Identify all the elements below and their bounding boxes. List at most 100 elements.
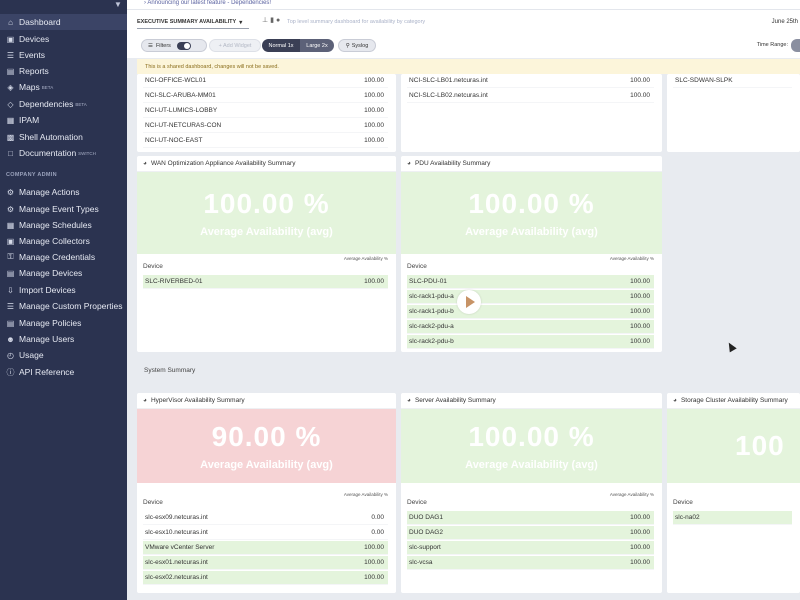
time-range-button[interactable] xyxy=(791,39,800,52)
availability-column-header[interactable]: Average Availability % xyxy=(609,256,654,261)
device-column-header: Device xyxy=(143,499,163,506)
sidebar-item-label: Shell Automation xyxy=(19,132,83,142)
dashboard-description: Top level summary dashboard for availabi… xyxy=(287,19,426,25)
sidebar-item-ipam[interactable]: ▦ IPAM xyxy=(0,112,127,128)
sidebar-item-manage-actions[interactable]: ⚙ Manage Actions xyxy=(0,184,127,200)
play-video-button[interactable] xyxy=(457,290,481,314)
events-icon: ☰ xyxy=(6,50,15,60)
sidebar-item-label: Maps xyxy=(19,82,40,92)
availability-value: 0.00 xyxy=(371,529,384,536)
sidebar-item-reports[interactable]: ▤ Reports xyxy=(0,63,127,79)
sidebar-item-label: Manage Collectors xyxy=(19,236,90,246)
announcement-link[interactable]: › Announcing our latest feature - Depend… xyxy=(144,0,272,6)
table-header: Device Average Availability % xyxy=(407,256,654,270)
sidebar-item-import-devices[interactable]: ⇩ Import Devices xyxy=(0,282,127,298)
availability-value: 100.00 xyxy=(364,92,384,99)
availability-big-value: 100.00 % xyxy=(203,188,330,219)
table-row: slc-esx10.netcuras.int 0.00 xyxy=(143,526,388,540)
table-row: slc-esx01.netcuras.int 100.00 xyxy=(143,556,388,570)
table-row: slc-na02 xyxy=(673,511,792,525)
sidebar-item-dashboard[interactable]: ⌂ Dashboard xyxy=(0,14,127,30)
device-name: NCI-SLC-ARUBA-MM01 xyxy=(145,92,216,99)
sidebar-item-documentation[interactable]: □ Documentation SWITCH xyxy=(0,145,127,161)
availability-value: 0.00 xyxy=(371,514,384,521)
table-row: NCI-UT-LUMICS-LOBBY 100.00 xyxy=(143,104,388,118)
bookmark-icon[interactable]: ▮ xyxy=(270,17,276,24)
sidebar-item-manage-policies[interactable]: ▤ Manage Policies xyxy=(0,315,127,331)
filters-button[interactable]: ☰ Filters xyxy=(141,39,207,52)
sidebar-item-devices[interactable]: ▣ Devices xyxy=(0,31,127,47)
device-name: slc-rack2-pdu-a xyxy=(409,323,454,330)
dashboard-name: EXECUTIVE SUMMARY AVAILABILITY xyxy=(137,19,237,25)
sidebar-item-manage-event-types[interactable]: ⚙ Manage Event Types xyxy=(0,201,127,217)
sidebar-item-manage-users[interactable]: ☻ Manage Users xyxy=(0,331,127,347)
table-header: Device Average Availability % xyxy=(407,492,654,506)
availability-column-header[interactable]: Average Availability % xyxy=(343,492,388,497)
card-title-text: Storage Cluster Availability Summary xyxy=(680,397,788,404)
availability-big-value: 100.00 % xyxy=(468,421,595,452)
table-row: slc-support 100.00 xyxy=(407,541,654,555)
device-name: NCI-SLC-LB01.netcuras.int xyxy=(409,77,488,84)
gauge-icon: ◕ xyxy=(407,397,411,404)
device-name: DUO DAG2 xyxy=(409,529,443,536)
filters-toggle[interactable] xyxy=(176,41,191,50)
map-icon: ◈ xyxy=(7,82,14,92)
table-header: Device Average Availability % xyxy=(143,492,388,506)
collapse-icon[interactable]: ▼ xyxy=(114,0,122,9)
sidebar-item-manage-schedules[interactable]: ▦ Manage Schedules xyxy=(0,217,127,233)
availability-column-header[interactable]: Average Availability % xyxy=(343,256,388,261)
sidebar-item-api-reference[interactable]: ⓘ API Reference xyxy=(0,364,127,380)
top-card-2: NCI-SLC-LB01.netcuras.int 100.00 NCI-SLC-… xyxy=(401,74,662,152)
device-name: slc-esx01.netcuras.int xyxy=(145,559,208,566)
pin-icon[interactable]: ⊥ xyxy=(262,17,271,24)
card-title-text: Server Availability Summary xyxy=(414,397,496,404)
card-title: ◕ HyperVisor Availability Summary xyxy=(137,393,396,409)
beta-badge: BETA xyxy=(75,101,87,107)
availability-column-header[interactable]: Average Availability % xyxy=(609,492,654,497)
current-date: June 25th xyxy=(771,19,798,25)
table-row: SLC-PDU-01 100.00 xyxy=(407,275,654,289)
top-card-1: NCI-OFFICE-WCL01 100.00 NCI-SLC-ARUBA-MM0… xyxy=(137,74,396,152)
dependency-icon: ◇ xyxy=(7,99,14,109)
summary-panel: 90.00 % Average Availability (avg) xyxy=(137,409,396,483)
summary-panel: 100.00 % Average Availability (avg) xyxy=(137,172,396,254)
dashboard-selector[interactable]: EXECUTIVE SUMMARY AVAILABILITY ▾ xyxy=(137,16,249,29)
home-icon: ⌂ xyxy=(8,17,13,27)
large-size-button[interactable]: Large 2x xyxy=(300,39,334,52)
table-row: NCI-UT-NETCURAS-CON 100.00 xyxy=(143,119,388,133)
table-header: Device xyxy=(673,492,792,506)
table-row: DUO DAG2 100.00 xyxy=(407,526,654,540)
add-widget-button[interactable]: + Add Widget xyxy=(209,39,261,52)
sidebar-item-manage-custom-properties[interactable]: ☰ Manage Custom Properties xyxy=(0,298,127,314)
announcement-bar: › Announcing our latest feature - Depend… xyxy=(127,0,800,10)
event-types-icon: ⚙ xyxy=(6,204,15,214)
device-name: slc-rack1-pdu-a xyxy=(409,293,454,300)
info-icon[interactable]: ● xyxy=(275,17,283,24)
sidebar-item-label: Dependencies xyxy=(19,99,74,109)
sidebar-item-label: Manage Policies xyxy=(19,318,82,328)
table-row: VMware vCenter Server 100.00 xyxy=(143,541,388,555)
availability-value: 100.00 xyxy=(364,107,384,114)
sidebar-item-manage-collectors[interactable]: ▣ Manage Collectors xyxy=(0,233,127,249)
sidebar-item-usage[interactable]: ◴ Usage xyxy=(0,347,127,363)
sidebar-item-manage-devices[interactable]: ▤ Manage Devices xyxy=(0,265,127,281)
header-icons: ⊥▮● xyxy=(262,16,282,24)
filters-label: Filters xyxy=(155,42,171,49)
sidebar-item-shell-automation[interactable]: ▩ Shell Automation xyxy=(0,129,127,145)
section-title: System Summary xyxy=(144,367,196,374)
actions-icon: ⚙ xyxy=(6,187,15,197)
wan-availability-card: ◕ WAN Optimization Appliance Availability… xyxy=(137,156,396,352)
sidebar-item-maps[interactable]: ◈ Maps BETA xyxy=(0,79,127,95)
availability-value: 100.00 xyxy=(364,77,384,84)
sidebar-item-label: Import Devices xyxy=(19,285,76,295)
announcement-text: Announcing our latest feature - Dependen… xyxy=(147,0,272,6)
sidebar-item-dependencies[interactable]: ◇ Dependencies BETA xyxy=(0,96,127,112)
sidebar-item-manage-credentials[interactable]: ⚿ Manage Credentials xyxy=(0,249,127,265)
sidebar-item-events[interactable]: ☰ Events xyxy=(0,47,127,63)
syslog-button[interactable]: ⚲ Syslog xyxy=(338,39,376,52)
normal-size-button[interactable]: Normal 1x xyxy=(262,39,300,52)
device-name: NCI-OFFICE-WCL01 xyxy=(145,77,207,84)
card-title: ◕ WAN Optimization Appliance Availability… xyxy=(137,156,396,172)
availability-caption: Average Availability (avg) xyxy=(200,226,333,238)
table-header: Device Average Availability % xyxy=(143,256,388,270)
